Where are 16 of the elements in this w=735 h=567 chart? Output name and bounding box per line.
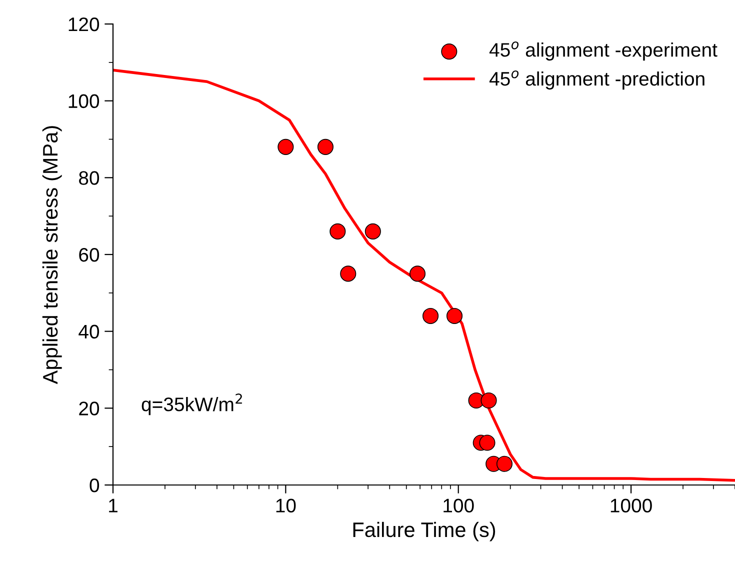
x-axis-title: Failure Time (s)	[353, 522, 496, 542]
y-tick-label: 0	[90, 478, 100, 492]
y-tick-label: 100	[68, 94, 100, 108]
y-tick-label: 20	[79, 402, 100, 416]
y-tick-label: 60	[79, 248, 100, 262]
legend-label: 45$^{o}$ alignment -prediction	[489, 70, 704, 90]
y-tick-label: 120	[68, 17, 100, 32]
x-tick-label: 1	[109, 498, 118, 512]
x-tick-label: 1000	[610, 498, 652, 512]
y-axis-title: Applied tensile stress (MPa)	[42, 126, 62, 384]
annotation: q=35kW/m$^{2}$	[142, 394, 242, 416]
x-tick-label: 100	[444, 498, 474, 512]
x-tick-label: 10	[276, 498, 296, 512]
y-tick-label: 40	[78, 324, 100, 339]
legend-label: 45$^{o}$ alignment -experiment	[489, 42, 718, 61]
y-tick-label: 80	[79, 171, 100, 185]
